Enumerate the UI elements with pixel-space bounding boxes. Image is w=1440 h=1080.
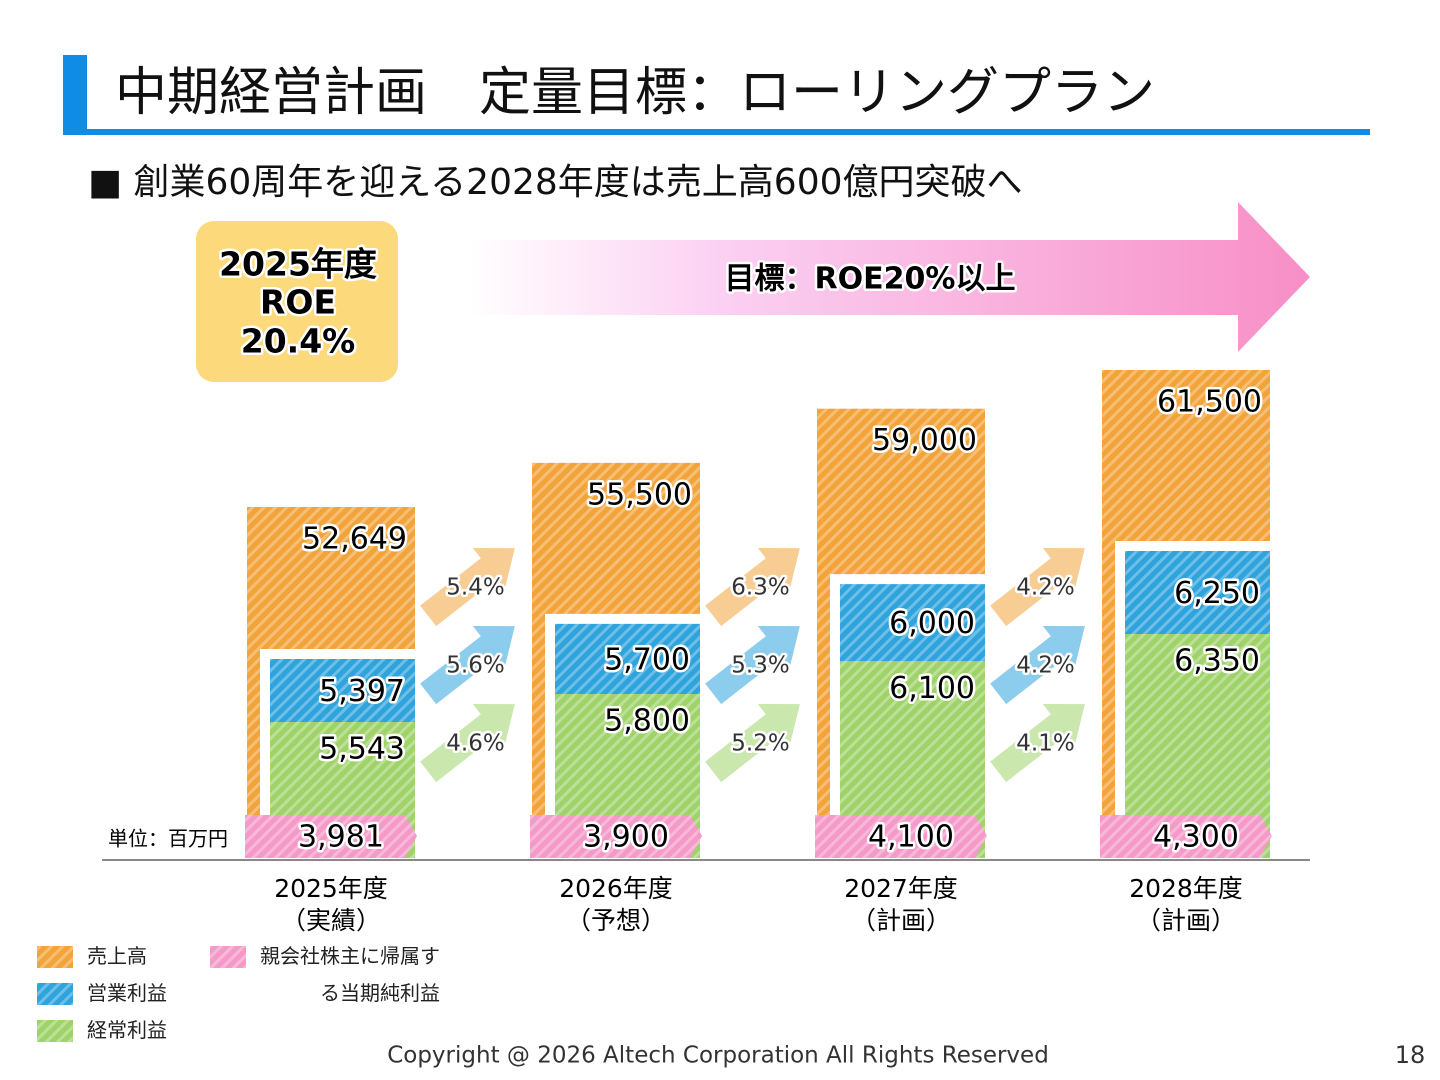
x-tick-note: （計画） (851, 906, 951, 935)
growth-label: 4.2% (1016, 575, 1074, 601)
x-tick-label: 2028年度 (1129, 874, 1243, 903)
page-number: 18 (1395, 1041, 1426, 1069)
legend-label: 営業利益 (87, 981, 167, 1005)
title-underline (63, 129, 1370, 135)
data-label: 59,000 (872, 423, 977, 458)
growth-arrow (420, 547, 515, 627)
data-label: 5,700 (604, 642, 690, 677)
growth-arrow (990, 703, 1085, 783)
growth-arrow-shape (420, 625, 515, 705)
growth-arrow-shape (705, 547, 800, 627)
data-label: 5,800 (604, 703, 690, 738)
legend-swatch (37, 1020, 73, 1042)
growth-label: 4.1% (1016, 731, 1074, 757)
bar (530, 815, 702, 858)
bar (815, 815, 987, 858)
data-label: 4,300 (1153, 820, 1239, 855)
target-text: 目標：ROE20%以上 (725, 262, 1016, 297)
title-accent (63, 55, 87, 135)
x-tick-note: （実績） (281, 906, 381, 935)
subtitle: ■ 創業60周年を迎える2028年度は売上高600億円突破へ (88, 162, 1023, 203)
roe-line: 20.4% (241, 322, 356, 361)
x-tick-note: （計画） (1136, 906, 1236, 935)
growth-arrow-shape (420, 547, 515, 627)
target-arrow (470, 202, 1310, 352)
data-label: 6,000 (889, 606, 975, 641)
roe-box (196, 221, 398, 382)
growth-arrow (420, 703, 515, 783)
growth-arrow (705, 547, 800, 627)
data-label: 4,100 (868, 820, 954, 855)
bar (245, 815, 417, 858)
growth-arrow (990, 625, 1085, 705)
unit-label: 単位：百万円 (108, 827, 228, 851)
growth-label: 5.4% (446, 575, 504, 601)
legend-swatch (37, 946, 73, 968)
bar (1125, 551, 1270, 634)
growth-arrow (990, 547, 1085, 627)
legend-label: 経常利益 (87, 1018, 167, 1042)
growth-label: 4.6% (446, 731, 504, 757)
data-label: 61,500 (1157, 385, 1262, 420)
data-label: 6,100 (889, 671, 975, 706)
growth-arrow-shape (990, 547, 1085, 627)
data-label: 3,981 (298, 820, 384, 855)
growth-label: 4.2% (1016, 653, 1074, 679)
data-label: 5,543 (319, 732, 405, 767)
legend-label: 親会社株主に帰属する当期純利益 (260, 944, 440, 1005)
bar (270, 659, 415, 722)
x-tick-note: （予想） (566, 906, 666, 935)
growth-arrow-shape (705, 625, 800, 705)
data-label: 3,900 (583, 820, 669, 855)
growth-arrow (420, 625, 515, 705)
growth-arrow (705, 703, 800, 783)
x-tick-label: 2027年度 (844, 874, 958, 903)
bar (555, 623, 700, 694)
x-tick-label: 2026年度 (559, 874, 673, 903)
roe-line: ROE (260, 283, 336, 322)
data-label: 55,500 (587, 477, 692, 512)
bar (840, 584, 985, 662)
growth-label: 5.2% (731, 731, 789, 757)
x-tick-label: 2025年度 (274, 874, 388, 903)
data-label: 6,250 (1174, 576, 1260, 611)
data-label: 6,350 (1174, 644, 1260, 679)
legend-swatch (37, 983, 73, 1005)
data-label: 5,397 (319, 674, 405, 709)
bar (1100, 815, 1272, 858)
growth-arrow-shape (990, 625, 1085, 705)
growth-arrow-shape (705, 703, 800, 783)
copyright: Copyright @ 2026 Altech Corporation All … (387, 1043, 1049, 1069)
growth-label: 6.3% (731, 575, 789, 601)
growth-arrow (705, 625, 800, 705)
roe-line: 2025年度 (219, 245, 377, 284)
legend-swatch (210, 946, 246, 968)
title: 中期経営計画 定量目標：ローリングプラン (115, 63, 1155, 123)
growth-arrow-shape (990, 703, 1085, 783)
growth-label: 5.6% (446, 653, 504, 679)
legend-label: 売上高 (87, 944, 147, 968)
growth-label: 5.3% (731, 653, 789, 679)
data-label: 52,649 (302, 522, 407, 557)
growth-arrow-shape (420, 703, 515, 783)
